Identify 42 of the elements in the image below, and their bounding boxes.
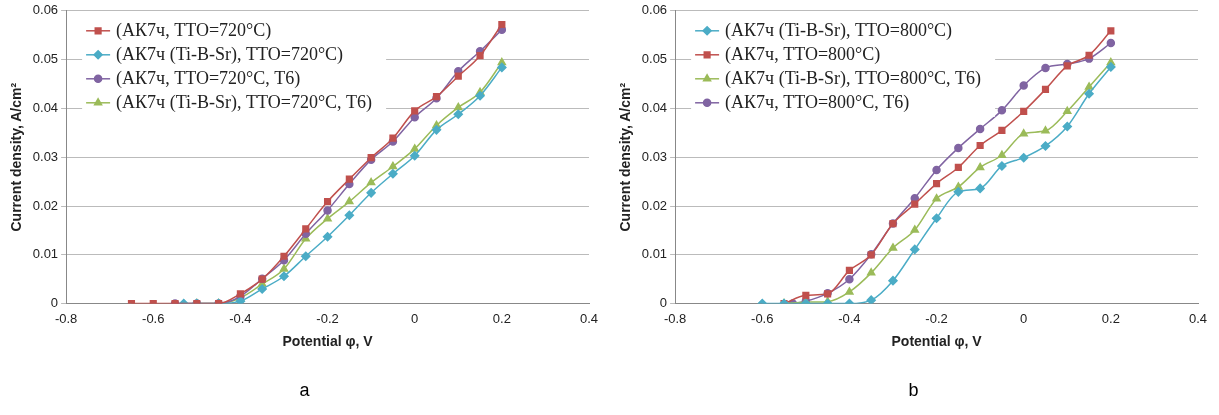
x-tick-label: 0 [411,310,419,326]
x-tick-label: 0.2 [1101,310,1120,326]
y-tick-label: 0.02 [32,197,59,213]
y-tick-label: 0.04 [641,99,668,115]
x-tick-label: 0.4 [1188,310,1208,326]
x-tick-label: -0.8 [663,310,687,326]
x-tick-label: -0.6 [142,310,165,326]
x-tick-label: -0.8 [54,310,78,326]
x-tick-label: -0.2 [925,310,948,326]
legend-label: (АК7ч, ТТО=800°C, Т6) [725,91,910,113]
x-tick-label: 0.4 [579,310,599,326]
y-tick-label: 0.03 [32,148,59,164]
text: a [298,380,311,401]
y-tick-label: 0.01 [641,246,668,262]
y-tick-label: 0.01 [32,246,59,262]
y-tick-label: 0 [50,295,59,311]
legend-label: (АК7ч (Ti-B-Sr), ТТО=720°C) [116,43,344,65]
y-tick-label: 0 [659,295,668,311]
x-axis-title: Potential φ, V [891,333,983,350]
y-tick-label: 0.05 [641,51,668,67]
y-tick-label: 0.06 [32,2,59,18]
y-tick-label: 0.05 [32,51,59,67]
legend-label: (АК7ч (Ti-B-Sr), ТТО=800°C) [725,19,953,41]
y-axis-title: Current density, A/cm² [617,82,634,232]
legend-label: (АК7ч, ТТО=720°C, Т6) [116,67,301,89]
x-tick-label: -0.6 [751,310,774,326]
y-tick-label: 0.03 [641,148,668,164]
y-tick-label: 0.04 [32,99,59,115]
x-tick-label: -0.4 [229,310,252,326]
y-tick-label: 0.02 [641,197,668,213]
text: b [907,380,920,401]
x-axis-title: Potential φ, V [282,333,374,350]
legend-label: (АК7ч (Ti-B-Sr), ТТО=720°C, Т6) [116,91,373,113]
legend-label: (АК7ч, ТТО=800°C) [725,43,881,65]
legend-label: (АК7ч (Ti-B-Sr), ТТО=800°C, Т6) [725,67,982,89]
y-tick-label: 0.06 [641,2,668,18]
x-tick-label: -0.4 [838,310,861,326]
x-tick-label: -0.2 [316,310,339,326]
x-tick-label: 0 [1020,310,1028,326]
y-axis-title: Current density, A/cm² [8,82,25,232]
legend-label: (АК7ч, ТТО=720°C) [116,19,272,41]
x-tick-label: 0.2 [492,310,511,326]
